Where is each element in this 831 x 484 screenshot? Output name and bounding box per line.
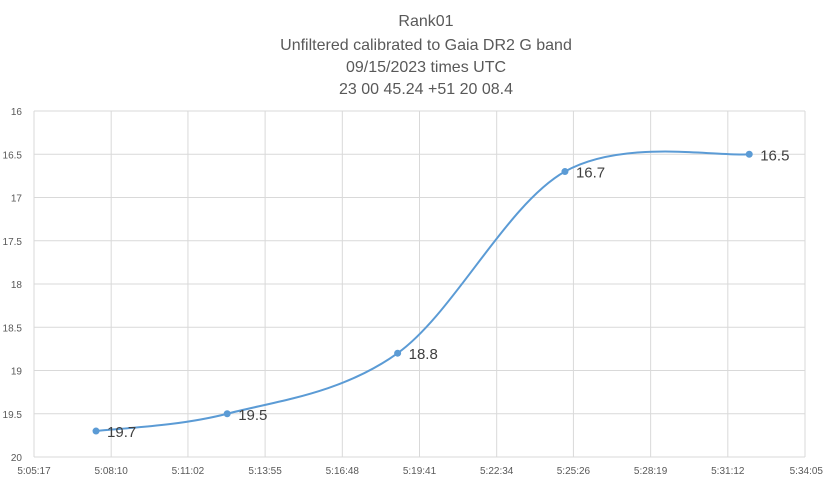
y-tick-label: 18 bbox=[11, 280, 23, 291]
data-label: 16.7 bbox=[576, 165, 605, 182]
x-tick-label: 5:08:10 bbox=[95, 466, 129, 477]
y-tick-label: 16 bbox=[11, 107, 23, 118]
x-tick-label: 5:31:12 bbox=[711, 466, 745, 477]
x-tick-label: 5:13:55 bbox=[248, 466, 282, 477]
x-axis: 5:05:17 5:08:10 5:11:02 5:13:55 5:16:48 5:19:… bbox=[17, 466, 823, 477]
y-tick-label: 18.5 bbox=[3, 323, 23, 334]
data-point-marker bbox=[223, 410, 231, 418]
x-tick-label: 5:25:26 bbox=[557, 466, 591, 477]
x-tick-label: 5:05:17 bbox=[17, 466, 51, 477]
y-tick-label: 20 bbox=[11, 453, 23, 464]
y-tick-label: 19 bbox=[11, 367, 23, 378]
gridlines bbox=[33, 110, 806, 458]
data-label: 19.7 bbox=[107, 424, 136, 441]
x-tick-label: 5:16:48 bbox=[326, 466, 360, 477]
title-line-3: 09/15/2023 times UTC bbox=[346, 59, 506, 76]
y-tick-label: 17.5 bbox=[3, 237, 23, 248]
y-axis: 16 16.5 17 17.5 18 18.5 19 19.5 20 bbox=[3, 107, 23, 464]
x-tick-label: 5:19:41 bbox=[403, 466, 437, 477]
x-tick-label: 5:11:02 bbox=[172, 466, 205, 477]
data-point-marker bbox=[561, 168, 569, 176]
data-point-marker bbox=[745, 150, 753, 158]
data-point-marker bbox=[394, 349, 402, 357]
title-line-4: 23 00 45.24 +51 20 08.4 bbox=[339, 81, 513, 98]
x-tick-label: 5:34:05 bbox=[790, 466, 824, 477]
y-tick-label: 19.5 bbox=[3, 410, 23, 421]
data-label: 19.5 bbox=[238, 407, 267, 424]
data-point-marker bbox=[92, 427, 100, 435]
y-tick-label: 17 bbox=[11, 194, 23, 205]
chart-title: Rank01 Unfiltered calibrated to Gaia DR2… bbox=[280, 13, 572, 98]
data-label: 18.8 bbox=[409, 346, 438, 363]
data-label: 16.5 bbox=[760, 147, 789, 164]
x-tick-label: 5:22:34 bbox=[480, 466, 514, 477]
y-tick-label: 16.5 bbox=[3, 150, 23, 161]
title-line-1: Rank01 bbox=[398, 13, 453, 30]
series: 19.7 19.5 18.8 16.7 16.5 bbox=[92, 147, 789, 441]
title-line-2: Unfiltered calibrated to Gaia DR2 G band bbox=[280, 37, 572, 54]
series-line bbox=[95, 150, 750, 433]
x-tick-label: 5:28:19 bbox=[634, 466, 668, 477]
